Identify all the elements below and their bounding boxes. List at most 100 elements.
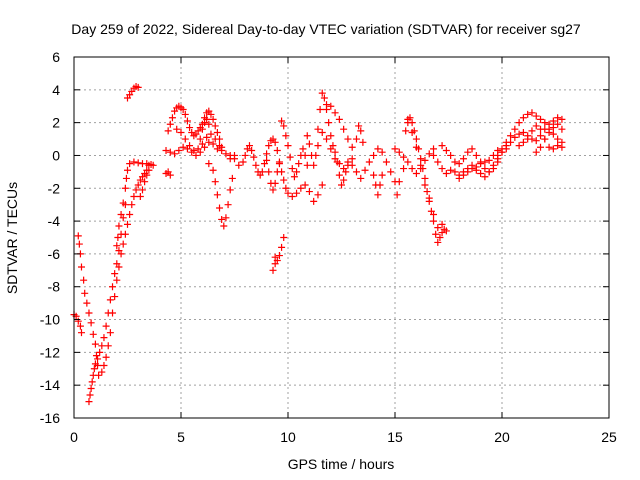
- data-point-marker: [211, 122, 219, 130]
- data-point-marker: [348, 161, 356, 169]
- data-point-marker: [168, 114, 176, 122]
- data-point-marker: [438, 142, 446, 150]
- data-point-marker: [117, 250, 125, 258]
- data-point-marker: [305, 188, 313, 196]
- y-tick-label: -10: [40, 312, 60, 328]
- data-point-marker: [395, 148, 403, 156]
- data-point-marker: [412, 170, 420, 178]
- data-point-marker: [417, 161, 425, 169]
- data-point-marker: [558, 115, 566, 123]
- data-point-marker: [374, 145, 382, 153]
- data-point-marker: [104, 342, 112, 350]
- data-point-marker: [331, 155, 339, 163]
- data-point-marker: [430, 217, 438, 225]
- data-point-marker: [331, 148, 339, 156]
- data-point-marker: [515, 130, 523, 138]
- data-point-marker: [338, 181, 345, 189]
- data-point-marker: [124, 166, 131, 174]
- data-point-marker: [271, 179, 279, 187]
- data-point-marker: [393, 191, 401, 199]
- data-point-marker: [166, 120, 174, 128]
- data-point-marker: [134, 181, 142, 189]
- data-point-marker: [348, 143, 356, 151]
- data-point-marker: [106, 329, 114, 337]
- data-point-marker: [335, 115, 343, 123]
- data-point-marker: [549, 145, 557, 153]
- data-point-marker: [145, 166, 153, 174]
- data-point-marker: [404, 115, 412, 123]
- data-point-marker: [335, 160, 343, 168]
- data-point-marker: [387, 168, 395, 176]
- data-point-marker: [115, 263, 123, 271]
- data-point-marker: [224, 201, 232, 209]
- data-point-marker: [357, 174, 365, 182]
- y-tick-labels: -16 -14 -12 -10 -8 -6 -4 -2 0 2 4 6: [40, 49, 60, 426]
- data-point-marker: [519, 114, 527, 122]
- data-point-marker: [74, 317, 82, 325]
- data-point-marker: [179, 143, 187, 151]
- data-point-marker: [98, 342, 106, 350]
- data-point-marker: [451, 168, 459, 176]
- data-point-marker: [179, 106, 187, 114]
- data-point-marker: [554, 135, 562, 143]
- data-point-marker: [558, 125, 566, 133]
- x-tick-label: 25: [601, 429, 617, 445]
- data-point-marker: [442, 147, 450, 155]
- data-point-marker: [128, 201, 136, 209]
- data-point-marker: [80, 276, 88, 284]
- data-point-marker: [549, 117, 557, 125]
- data-point-marker: [241, 151, 249, 159]
- data-point-marker: [545, 143, 553, 151]
- data-point-marker: [226, 186, 234, 194]
- data-point-marker: [119, 199, 127, 207]
- data-point-marker: [111, 270, 119, 278]
- plot-frame: [73, 56, 610, 419]
- data-point-marker: [554, 142, 562, 150]
- data-point-marker: [402, 127, 410, 135]
- data-point-marker: [434, 224, 442, 232]
- data-point-marker: [271, 138, 279, 146]
- data-point-marker: [511, 133, 519, 141]
- data-point-marker: [310, 197, 318, 205]
- data-point-marker: [282, 132, 290, 140]
- data-point-marker: [136, 192, 144, 200]
- data-point-marker: [207, 130, 215, 138]
- data-point-marker: [271, 260, 279, 268]
- data-point-marker: [284, 189, 292, 197]
- data-point-marker: [442, 227, 450, 235]
- data-point-marker: [352, 135, 360, 143]
- data-point-marker: [218, 215, 226, 223]
- data-point-marker: [75, 240, 83, 248]
- data-point-marker: [455, 160, 463, 168]
- data-point-marker: [288, 165, 296, 173]
- data-point-marker: [175, 147, 183, 155]
- data-point-marker: [323, 101, 331, 109]
- data-point-marker: [314, 142, 322, 150]
- data-point-marker: [314, 125, 322, 133]
- data-point-marker: [295, 160, 303, 168]
- data-point-marker: [425, 150, 433, 158]
- data-point-marker: [213, 191, 221, 199]
- data-point-marker: [162, 147, 170, 155]
- data-point-marker: [545, 128, 553, 136]
- data-point-marker: [91, 360, 99, 368]
- data-point-marker: [235, 161, 243, 169]
- data-point-marker: [89, 330, 97, 338]
- data-point-marker: [378, 148, 386, 156]
- chart-title: Day 259 of 2022, Sidereal Day-to-day VTE…: [71, 21, 581, 37]
- data-point-marker: [124, 220, 131, 228]
- data-point-marker: [524, 110, 532, 118]
- data-point-marker: [119, 240, 127, 248]
- data-point-marker: [207, 110, 215, 118]
- data-point-marker: [203, 115, 211, 123]
- y-tick-label: 4: [52, 82, 60, 98]
- data-point-marker: [252, 161, 260, 169]
- data-point-marker: [412, 135, 420, 143]
- data-point-marker: [141, 178, 149, 186]
- data-point-marker: [280, 122, 288, 130]
- data-point-marker: [355, 122, 363, 130]
- data-point-marker: [96, 348, 104, 356]
- data-point-marker: [194, 145, 202, 153]
- data-point-marker: [537, 125, 545, 133]
- data-point-marker: [278, 168, 286, 176]
